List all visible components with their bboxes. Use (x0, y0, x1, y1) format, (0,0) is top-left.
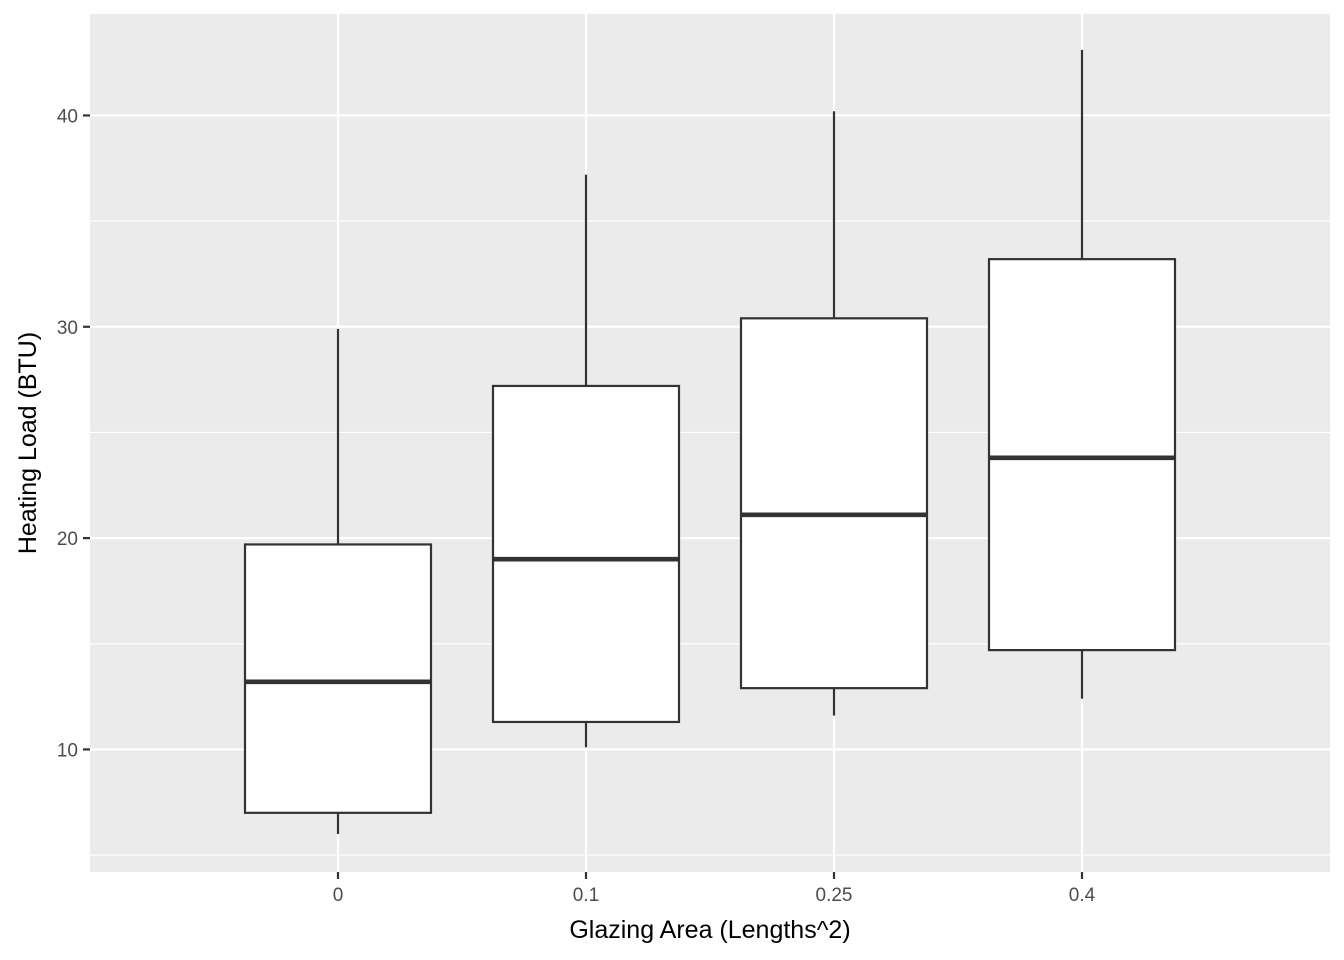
y-tick-label: 40 (57, 106, 78, 127)
y-axis-title: Heating Load (BTU) (14, 332, 42, 554)
y-axis: 10 20 30 40 (57, 106, 90, 761)
x-tick-label: 0 (333, 885, 344, 906)
x-tick-label: 0.25 (816, 885, 853, 906)
box-0.4 (987, 49, 1177, 699)
x-axis-title: Glazing Area (Lengths^2) (569, 916, 850, 944)
box-0.1 (491, 174, 681, 748)
box-0.25 (739, 111, 929, 716)
iqr-box (739, 317, 929, 690)
boxes (243, 49, 1177, 834)
x-tick-label: 0.4 (1069, 885, 1096, 906)
iqr-box (491, 384, 681, 724)
y-tick-label: 20 (57, 529, 78, 550)
box-0 (243, 328, 433, 834)
iqr-box (987, 258, 1177, 652)
iqr-box (243, 543, 433, 814)
y-tick-label: 30 (57, 318, 78, 339)
y-tick-label: 10 (57, 740, 78, 761)
x-tick-label: 0.1 (573, 885, 599, 906)
x-axis: 0 0.1 0.25 0.4 (333, 872, 1096, 906)
